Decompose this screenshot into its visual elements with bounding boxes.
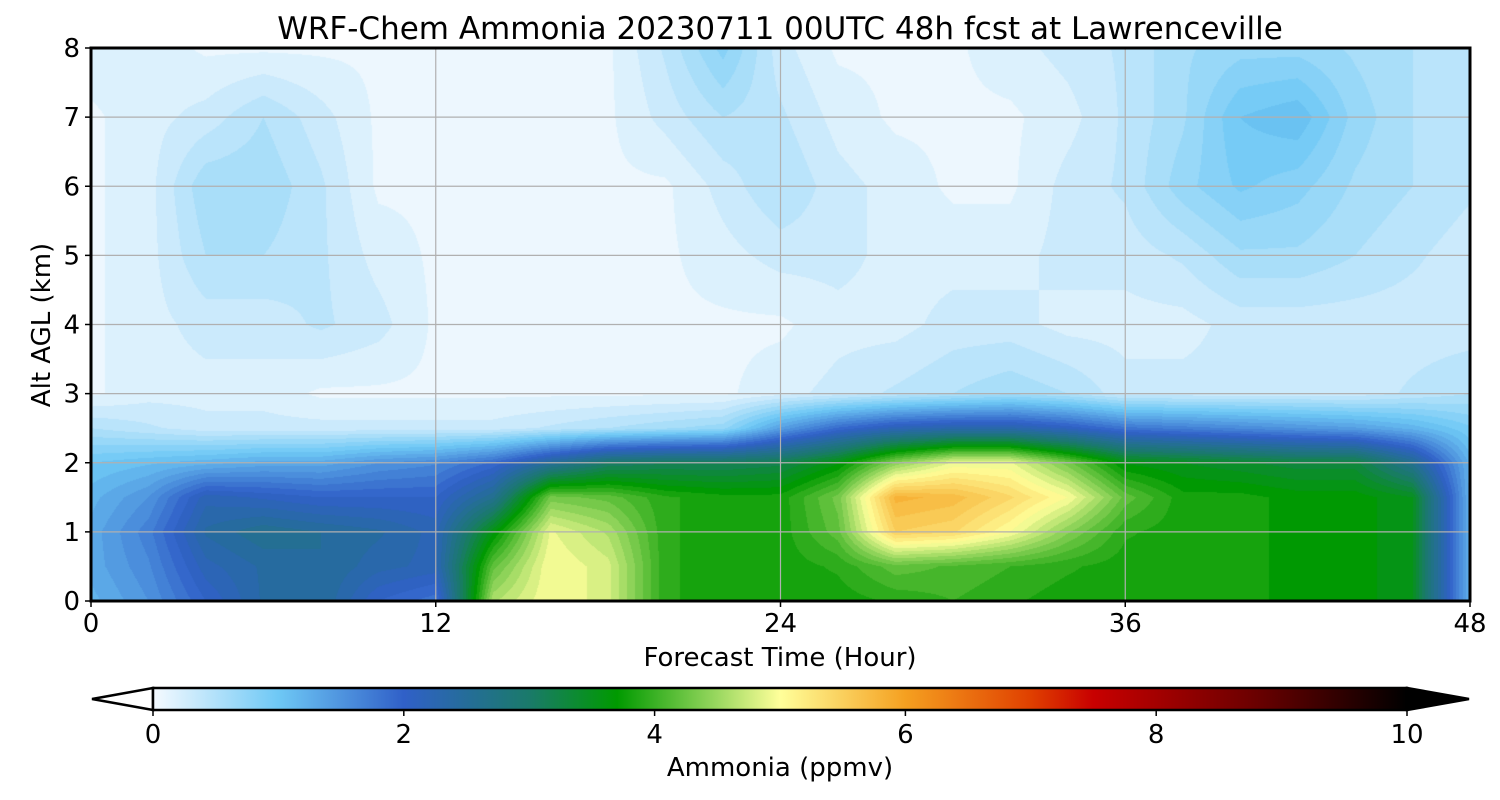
colorbar: 0 2 4 6 8 10 Ammonia (ppmv) (91, 686, 1470, 783)
y-tick-label: 5 (63, 241, 80, 271)
colorbar-ramp (151, 686, 1409, 712)
x-tick-label: 0 (83, 609, 100, 639)
chart-title: WRF-Chem Ammonia 20230711 00UTC 48h fcst… (277, 11, 1283, 47)
colorbar-tick-label: 6 (897, 720, 914, 750)
colorbar-tick-label: 10 (1390, 720, 1423, 750)
colorbar-tick-label: 0 (145, 720, 162, 750)
colorbar-tick-label: 8 (1148, 720, 1165, 750)
colorbar-extend-low (91, 686, 155, 712)
x-tick-label: 24 (764, 609, 797, 639)
x-tick-label: 12 (419, 609, 452, 639)
y-tick-label: 0 (63, 587, 80, 617)
colorbar-tick-label: 2 (396, 720, 413, 750)
y-tick-label: 3 (63, 380, 80, 410)
y-tick-label: 6 (63, 172, 80, 202)
x-tick-label: 48 (1453, 609, 1486, 639)
y-axis-label: Alt AGL (km) (27, 243, 57, 407)
colorbar-tick-label: 4 (646, 720, 663, 750)
colorbar-label: Ammonia (ppmv) (667, 753, 893, 783)
grid-lines (91, 48, 1470, 601)
y-tick-label: 7 (63, 103, 80, 133)
y-tick-label: 4 (63, 311, 80, 341)
y-tick-label: 1 (63, 518, 80, 548)
colorbar-ticks: 0 2 4 6 8 10 (145, 710, 1424, 750)
y-tick-label: 2 (63, 449, 80, 479)
x-tick-label: 36 (1109, 609, 1142, 639)
y-tick-label: 8 (63, 34, 80, 64)
colorbar-extend-high (1405, 686, 1470, 712)
x-axis-label: Forecast Time (Hour) (643, 643, 916, 673)
heatmap-plot (89, 46, 1472, 603)
x-axis: 0 12 24 36 48 (83, 601, 1487, 639)
y-axis: 0 1 2 3 4 5 6 7 8 (63, 34, 91, 617)
